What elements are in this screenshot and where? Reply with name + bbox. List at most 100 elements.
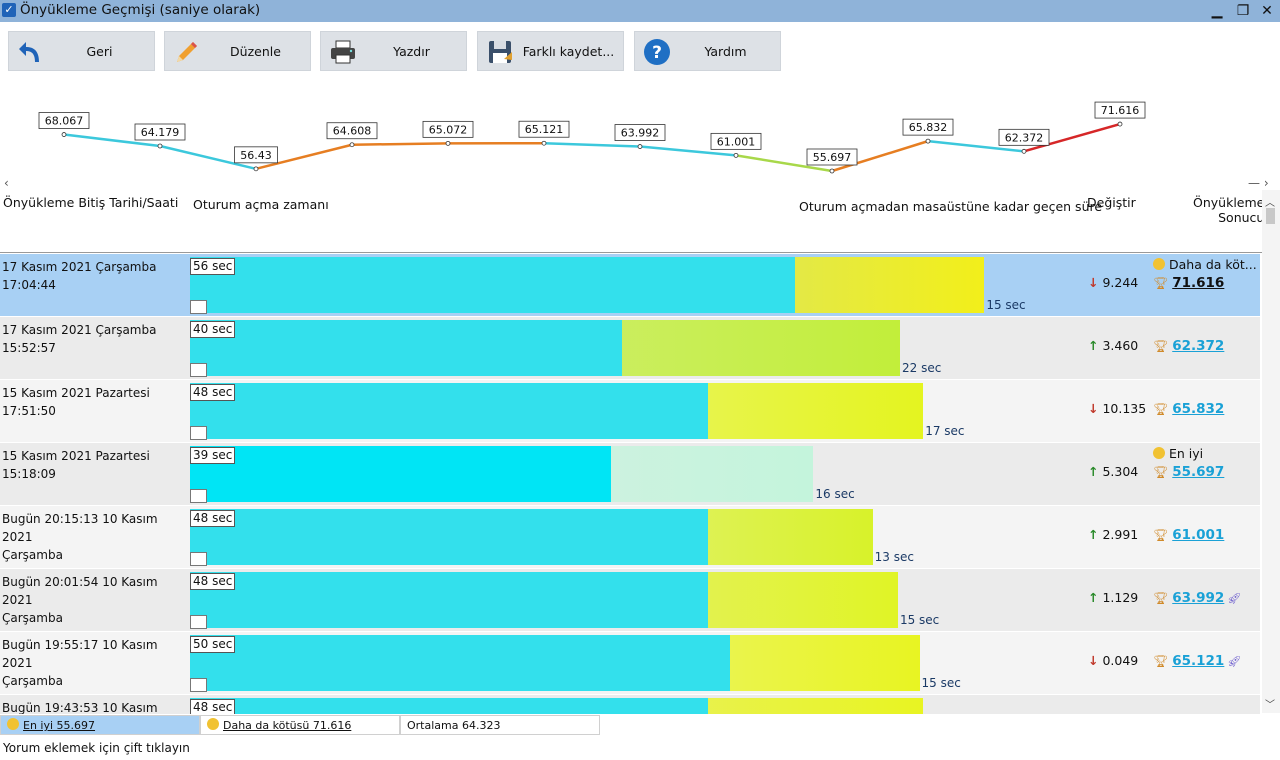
- row-date-line1: Bugün 20:15:13 10 Kasım 2021: [2, 512, 158, 544]
- boot-result[interactable]: 🏆︎ 55.697: [1153, 464, 1224, 480]
- footer-best[interactable]: En iyi 55.697: [0, 715, 200, 735]
- row-date: 15 Kasım 2021 Pazartesi 15:18:09: [2, 447, 188, 483]
- header-date[interactable]: Önyükleme Bitiş Tarihi/Saati: [3, 195, 179, 210]
- svg-text:63.992: 63.992: [621, 127, 660, 140]
- header-logon-time[interactable]: Oturum açma zamanı: [193, 197, 329, 212]
- help-button[interactable]: ? Yardım: [634, 31, 781, 71]
- change-value: ↑ 5.304: [1088, 464, 1138, 479]
- chart-point[interactable]: [925, 138, 931, 144]
- boot-history-list[interactable]: 17 Kasım 2021 Çarşamba 17:04:44 56 sec 15 s…: [0, 252, 1262, 714]
- title-bar: ✓ Önyükleme Geçmişi (saniye olarak) ▁ ❐ …: [0, 0, 1280, 22]
- close-button[interactable]: ✕: [1261, 3, 1273, 19]
- boot-score-link[interactable]: 65.121: [1172, 653, 1225, 669]
- comment-icon[interactable]: [190, 678, 207, 692]
- change-arrow-icon: ↑: [1088, 527, 1099, 542]
- boot-result[interactable]: 🏆︎ 61.001: [1153, 527, 1224, 543]
- comment-icon[interactable]: [190, 615, 207, 629]
- boot-result[interactable]: 🏆︎ 63.992 🚀︎: [1153, 590, 1241, 606]
- save-as-button[interactable]: Farklı kaydet...: [477, 31, 624, 71]
- table-row[interactable]: Bugün 20:01:54 10 Kasım 2021 Çarşamba 48 s…: [0, 569, 1260, 631]
- boot-result[interactable]: 🏆︎ 65.832: [1153, 401, 1224, 417]
- table-row[interactable]: Bugün 19:55:17 10 Kasım 2021 Çarşamba 50 s…: [0, 632, 1260, 694]
- chart-value-label: 65.832: [902, 118, 954, 136]
- chart-point[interactable]: [829, 168, 835, 174]
- table-row[interactable]: 15 Kasım 2021 Pazartesi 15:18:09 39 sec 16 …: [0, 443, 1260, 505]
- row-date: Bugün 20:15:13 10 Kasım 2021 Çarşamba: [2, 510, 188, 564]
- printer-icon: [331, 40, 355, 64]
- chart-point[interactable]: [61, 132, 67, 137]
- boot-score-link[interactable]: 63.992: [1172, 590, 1225, 606]
- boot-result[interactable]: 🏆︎ 65.121 🚀︎: [1153, 653, 1241, 669]
- trophy-icon: 🏆︎: [1153, 591, 1169, 605]
- logon-seconds-label: 50 sec: [190, 636, 236, 653]
- chart-scroll-right-icon[interactable]: — ›: [1248, 176, 1269, 190]
- minimize-button[interactable]: ▁: [1211, 3, 1223, 19]
- print-button[interactable]: Yazdır: [320, 31, 467, 71]
- back-button-label: Geri: [86, 44, 113, 59]
- change-number: 1.129: [1102, 590, 1139, 605]
- chart-point[interactable]: [445, 140, 451, 146]
- trophy-icon: 🏆︎: [1153, 654, 1169, 668]
- desktop-time-bar: [611, 446, 814, 502]
- chart-point[interactable]: [253, 166, 259, 172]
- rocket-icon: 🚀︎: [1227, 592, 1242, 605]
- footer-worst[interactable]: Daha da kötüsü 71.616: [200, 715, 400, 735]
- row-date-line2: 17:51:50: [2, 404, 56, 418]
- comment-icon[interactable]: [190, 552, 207, 566]
- chart-segment: [831, 139, 929, 173]
- chart-point[interactable]: [541, 140, 547, 146]
- svg-text:?: ?: [652, 43, 662, 63]
- trophy-icon: 🏆︎: [1153, 339, 1169, 353]
- logon-time-bar: [190, 635, 730, 691]
- svg-text:71.616: 71.616: [1101, 104, 1140, 117]
- scroll-up-icon[interactable]: ︿: [1265, 198, 1275, 209]
- print-button-label: Yazdır: [393, 44, 430, 59]
- logon-seconds-label: 48 sec: [190, 384, 236, 401]
- boot-score-link[interactable]: 55.697: [1172, 464, 1225, 480]
- boot-score-link[interactable]: 71.616: [1172, 275, 1225, 291]
- desktop-time-bar: [708, 383, 924, 439]
- row-date-line1: Bugün 19:43:53 10 Kasım 2021: [2, 701, 158, 714]
- header-result[interactable]: Önyükleme Sonucu: [1193, 195, 1264, 225]
- boot-result[interactable]: 🏆︎ 62.372: [1153, 338, 1224, 354]
- chart-value-label: 65.121: [518, 120, 570, 138]
- table-row[interactable]: 15 Kasım 2021 Pazartesi 17:51:50 48 sec 17 …: [0, 380, 1260, 442]
- table-row[interactable]: 17 Kasım 2021 Çarşamba 17:04:44 56 sec 15 s…: [0, 254, 1260, 316]
- boot-result[interactable]: 🏆︎ 71.616: [1153, 275, 1224, 291]
- trophy-icon: 🏆︎: [1153, 276, 1169, 290]
- scroll-thumb[interactable]: [1266, 208, 1275, 224]
- result-tag: Daha da köt...: [1153, 257, 1257, 272]
- boot-score-link[interactable]: 65.832: [1172, 401, 1225, 417]
- table-row[interactable]: Bugün 19:43:53 10 Kasım 2021 48 sec: [0, 695, 1260, 714]
- scroll-down-icon[interactable]: ﹀: [1265, 700, 1275, 711]
- chart-point[interactable]: [157, 143, 163, 149]
- table-row[interactable]: 17 Kasım 2021 Çarşamba 15:52:57 40 sec 22 s…: [0, 317, 1260, 379]
- boot-score-link[interactable]: 62.372: [1172, 338, 1225, 354]
- header-desktop-time[interactable]: Oturum açmadan masaüstüne kadar geçen sü…: [799, 199, 1103, 214]
- boot-score-link[interactable]: 61.001: [1172, 527, 1225, 543]
- change-value: ↓ 9.244: [1088, 275, 1138, 290]
- comment-icon[interactable]: [190, 300, 207, 314]
- desktop-seconds-label: 15 sec: [899, 613, 940, 627]
- row-date-line1: Bugün 20:01:54 10 Kasım 2021: [2, 575, 158, 607]
- vertical-scrollbar[interactable]: ︿ ﹀: [1262, 190, 1280, 713]
- table-row[interactable]: Bugün 20:15:13 10 Kasım 2021 Çarşamba 48 s…: [0, 506, 1260, 568]
- comment-icon[interactable]: [190, 489, 207, 503]
- chart-point[interactable]: [733, 152, 739, 158]
- chart-point[interactable]: [1021, 148, 1027, 154]
- chart-segment: [735, 154, 833, 173]
- restore-button[interactable]: ❐: [1236, 3, 1250, 19]
- chart-point[interactable]: [1117, 121, 1123, 127]
- edit-button[interactable]: Düzenle: [164, 31, 311, 71]
- comment-icon[interactable]: [190, 363, 207, 377]
- comment-icon[interactable]: [190, 426, 207, 440]
- chart-point[interactable]: [349, 142, 355, 148]
- logon-seconds-label: 40 sec: [190, 321, 236, 338]
- header-change[interactable]: Değiştir: [1087, 195, 1136, 210]
- chart-scroll-left-icon[interactable]: ‹: [4, 176, 9, 190]
- row-date: Bugün 19:43:53 10 Kasım 2021: [2, 699, 188, 714]
- chart-point[interactable]: [637, 144, 643, 149]
- back-button[interactable]: Geri: [8, 31, 155, 71]
- desktop-time-bar: [708, 509, 873, 565]
- logon-seconds-label: 48 sec: [190, 510, 236, 527]
